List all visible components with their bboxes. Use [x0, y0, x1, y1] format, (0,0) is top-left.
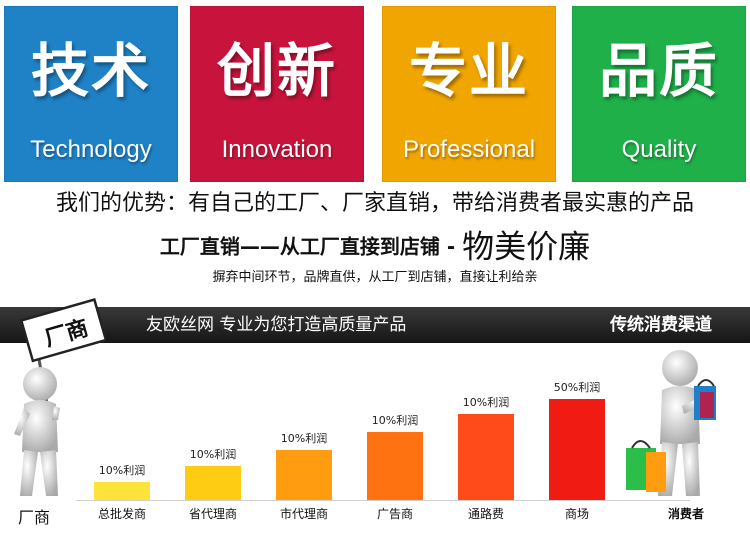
tile-quality: 品质 Quality	[572, 6, 746, 182]
tile-professional: 专业 Professional	[382, 6, 556, 182]
advantage-text: 我们的优势：有自己的工厂、厂家直销，带给消费者最实惠的产品	[55, 191, 694, 216]
tile-subtitle: Quality	[621, 136, 697, 163]
manufacturer-label: 厂商	[18, 508, 51, 527]
bar-category-label: 市代理商	[279, 507, 328, 521]
bar-data-label: 10%利润	[189, 448, 237, 461]
bar-category-label: 总批发商	[97, 507, 146, 521]
bar-data-label: 10%利润	[462, 396, 510, 409]
consumer-figure	[626, 350, 716, 496]
tile-technology: 技术 Technology	[4, 6, 178, 182]
chart-bar	[458, 414, 514, 500]
tile-title: 品质	[598, 37, 719, 105]
tile-innovation: 创新 Innovation	[190, 6, 364, 182]
channel-band: 友欧丝网 专业为您打造高质量产品 传统消费渠道	[0, 307, 750, 343]
chart-bar	[185, 466, 241, 500]
band-left-text: 友欧丝网 专业为您打造高质量产品	[146, 315, 407, 335]
tile-title: 专业	[408, 37, 529, 105]
tile-title: 技术	[30, 37, 151, 105]
manufacturer-figure: 厂商	[14, 298, 106, 496]
feature-tiles: 技术 Technology 创新 Innovation 专业 Professio…	[0, 0, 750, 188]
tile-subtitle: Technology	[30, 136, 152, 163]
bar-category-label: 广告商	[376, 507, 413, 521]
chart-bar	[549, 399, 605, 500]
chart-baseline	[76, 500, 690, 501]
consumer-label: 消费者	[668, 507, 705, 521]
band-right-text: 传统消费渠道	[610, 315, 712, 335]
tile-title: 创新	[216, 37, 337, 105]
slogan-highlight: 物美价廉	[462, 227, 591, 266]
bar-data-label: 10%利润	[98, 464, 146, 477]
bar-category-label: 通路费	[467, 507, 504, 521]
bar-data-label: 10%利润	[371, 414, 419, 427]
chart-bar	[276, 450, 332, 500]
chart-bar	[94, 482, 150, 500]
chart-bar	[367, 432, 423, 500]
slogan-main: 工厂直销——从工厂直接到店铺 -	[159, 234, 463, 259]
tile-subtitle: Professional	[402, 136, 536, 163]
bar-data-label: 50%利润	[553, 381, 601, 394]
slogan: 工厂直销——从工厂直接到店铺 - 物美价廉	[0, 226, 750, 266]
bar-category-label: 商场	[564, 507, 589, 521]
bar-data-label: 10%利润	[280, 432, 328, 445]
tile-subtitle: Innovation	[221, 136, 333, 163]
bar-category-label: 省代理商	[188, 507, 237, 521]
slogan-subtitle: 摒弃中间环节，品牌直供，从工厂到店铺，直接让利给亲	[212, 270, 538, 285]
